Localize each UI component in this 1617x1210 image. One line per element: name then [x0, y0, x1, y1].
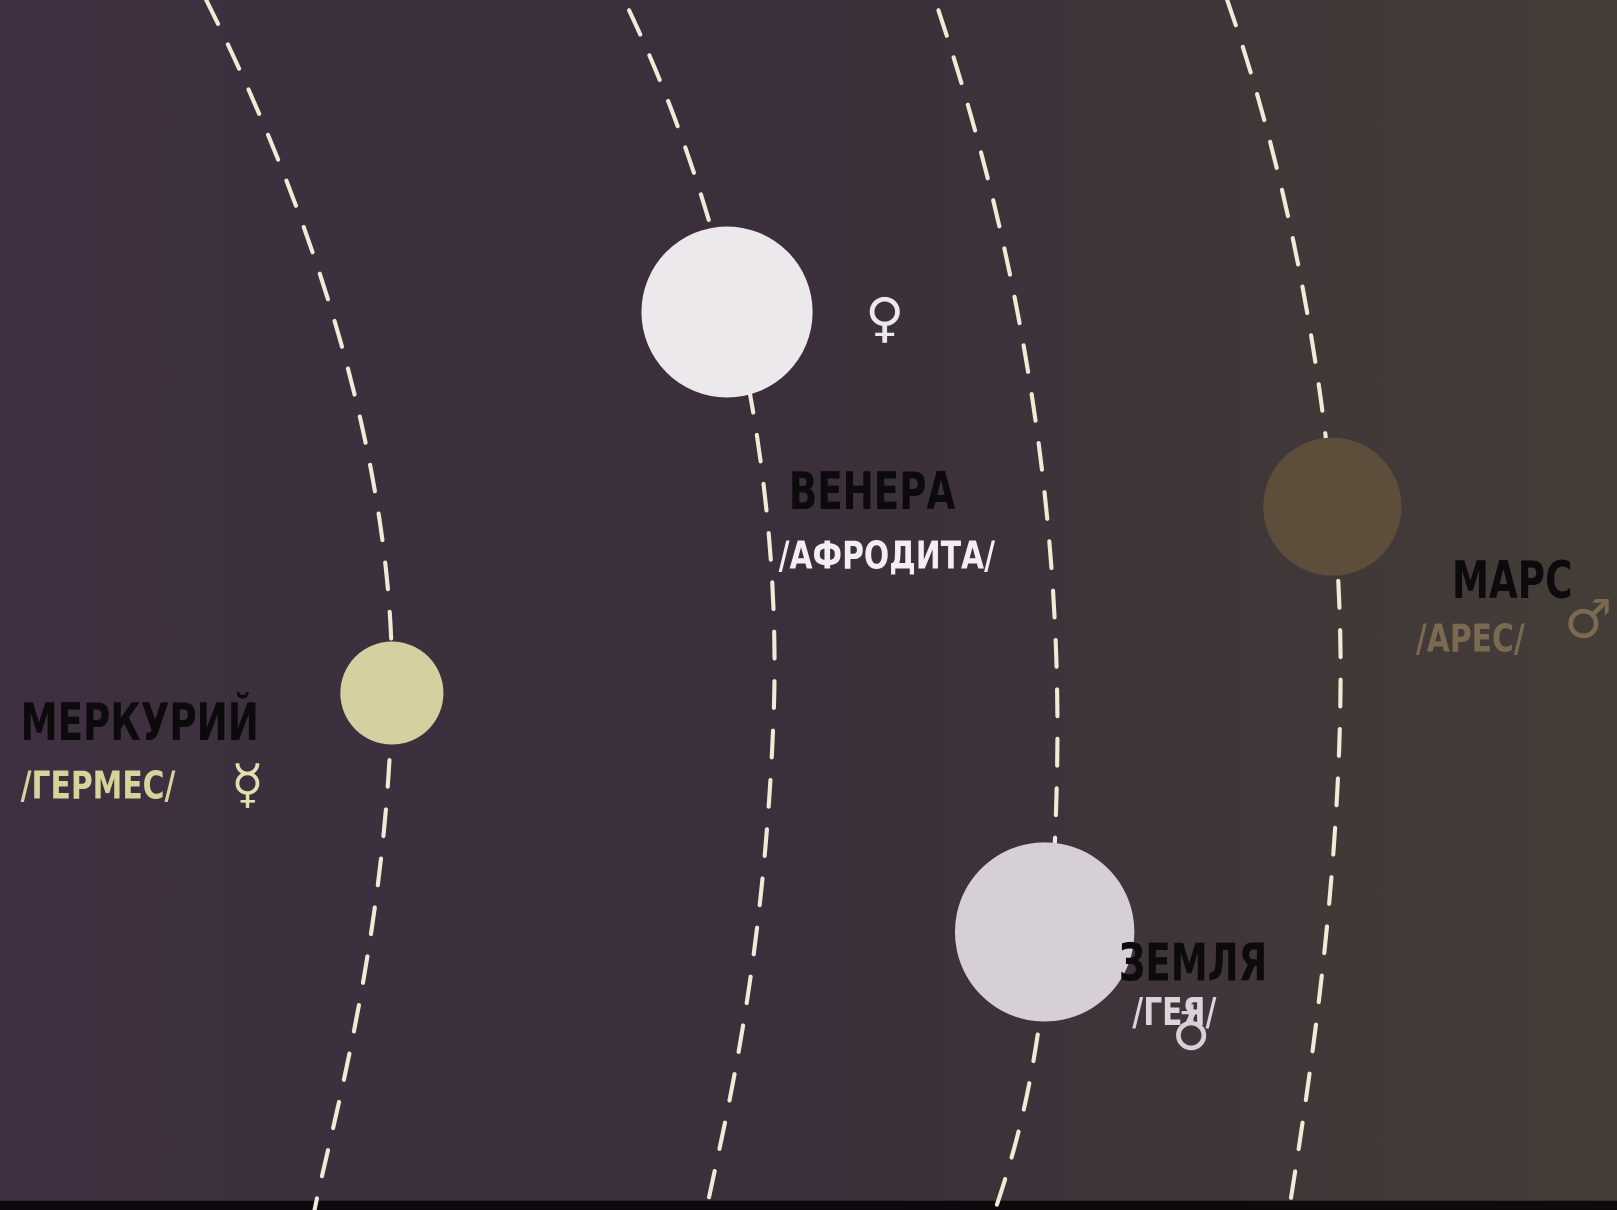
planet-name: ЗЕМЛЯ — [1119, 932, 1267, 993]
planet — [641, 226, 813, 398]
planet-symbol: ♁ — [1171, 1000, 1210, 1063]
planet-alias: /ГЕРМЕС/ — [21, 764, 176, 809]
planet-name: МЕРКУРИЙ — [21, 692, 259, 753]
orbit — [627, 8, 777, 1210]
planet-name: ВЕНЕРА — [789, 461, 955, 522]
planet-symbol: ☿ — [231, 752, 264, 815]
orbit — [1225, 0, 1343, 1210]
planet-alias: /ГЕЯ/ — [1132, 990, 1216, 1035]
planet — [340, 641, 444, 745]
planet — [954, 842, 1135, 1022]
planet — [1263, 437, 1402, 576]
planet-symbol: ♀ — [865, 286, 904, 349]
planet-alias: /АФРОДИТА/ — [779, 534, 996, 579]
orbit — [936, 8, 1060, 1210]
planet-name: МАРС — [1452, 550, 1572, 611]
planet-alias: /АРЕС/ — [1416, 617, 1525, 662]
film-edge — [0, 1200, 1617, 1210]
planet-symbol: ♂ — [1564, 588, 1612, 651]
